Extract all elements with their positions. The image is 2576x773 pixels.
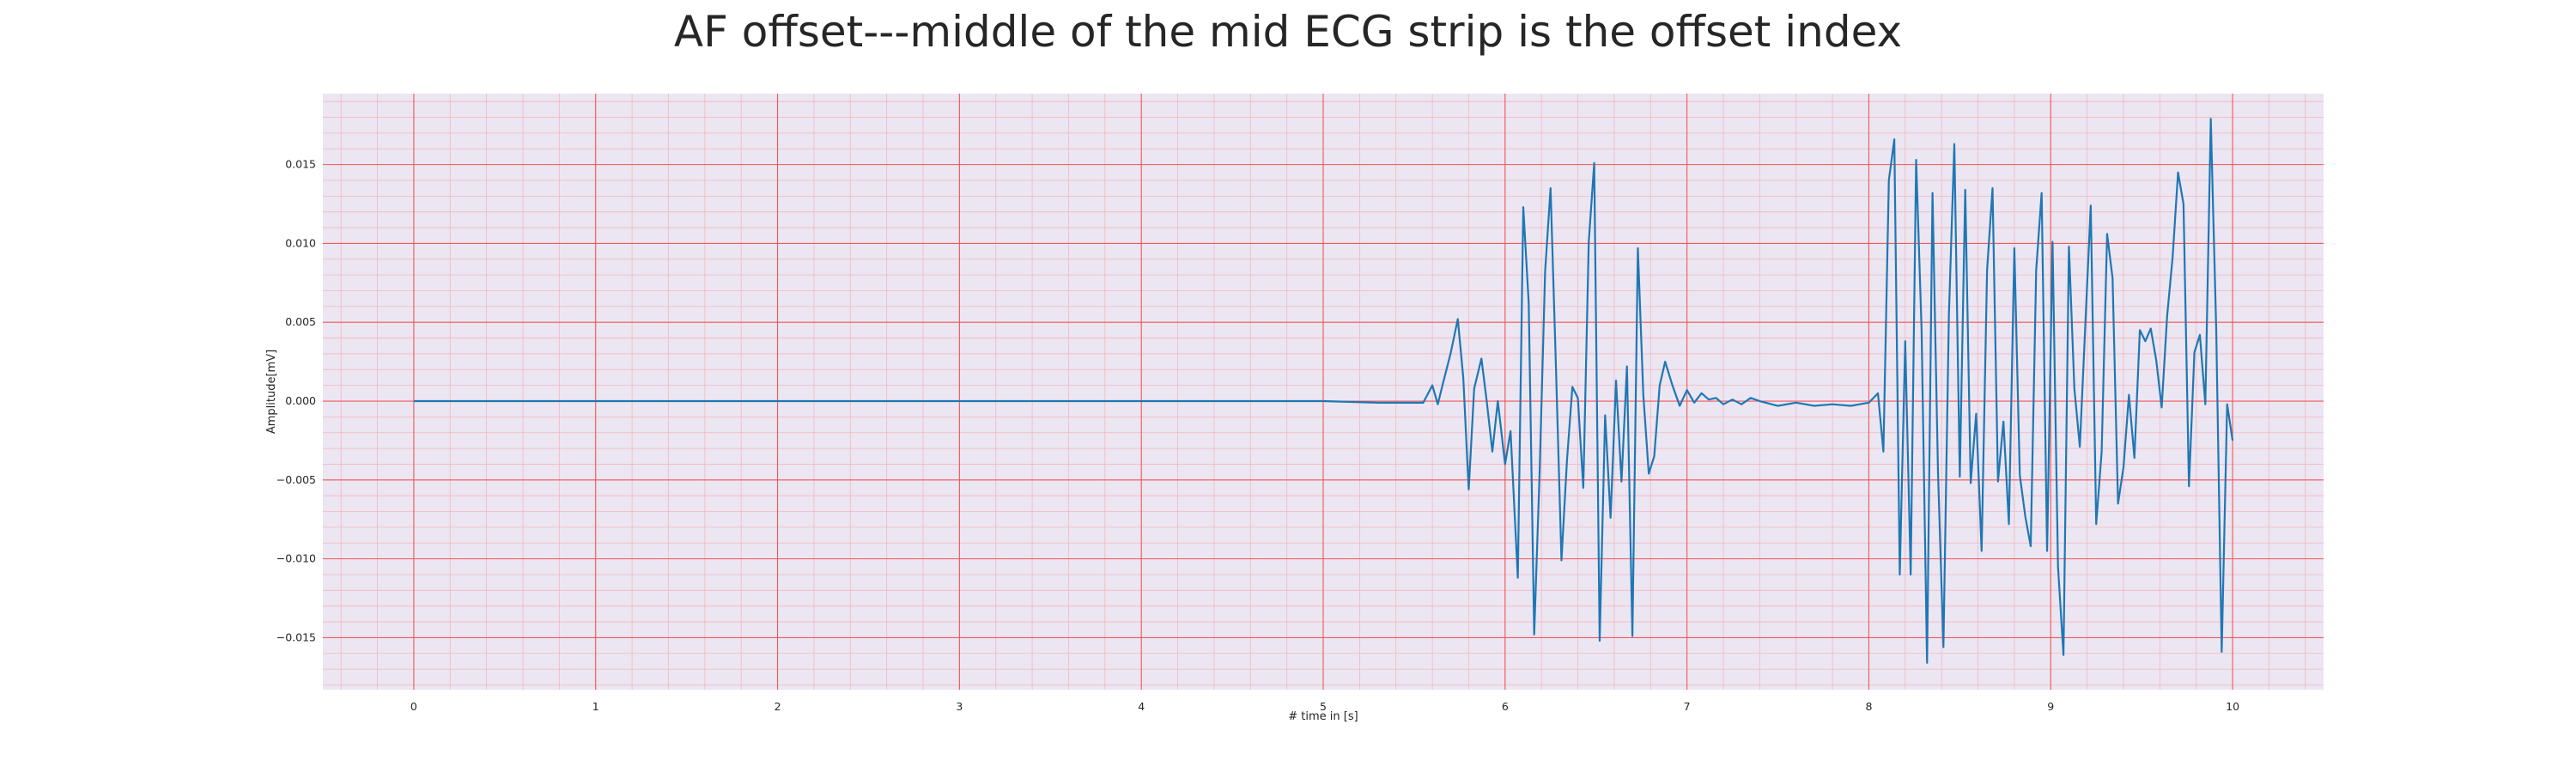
- x-tick-label: 6: [1502, 700, 1509, 713]
- x-tick-label: 9: [2047, 700, 2054, 713]
- x-tick-label: 1: [592, 700, 599, 713]
- y-axis-label: Amplitude[mV]: [265, 350, 278, 434]
- chart-title: AF offset---middle of the mid ECG strip …: [673, 7, 1903, 57]
- y-tick-labels: −0.015 −0.010 −0.005 0.000 0.005 0.010 0.015: [276, 158, 316, 644]
- y-tick-label: 0.015: [285, 158, 316, 171]
- x-tick-label: 10: [2226, 700, 2239, 713]
- x-tick-label: 5: [1320, 700, 1327, 713]
- y-tick-label: 0.000: [285, 394, 316, 407]
- x-axis-label: # time in [s]: [1288, 710, 1358, 723]
- y-tick-label: 0.010: [285, 236, 316, 249]
- x-tick-label: 3: [956, 700, 963, 713]
- series-layer: [413, 118, 2234, 664]
- x-tick-label: 4: [1138, 700, 1145, 713]
- x-tick-labels: 0 1 2 3 4 5 6 7 8 9 10: [410, 700, 2239, 713]
- y-tick-label: −0.015: [276, 630, 316, 643]
- x-tick-label: 0: [410, 700, 417, 713]
- y-tick-label: 0.005: [285, 315, 316, 328]
- x-tick-label: 7: [1684, 700, 1691, 713]
- y-tick-label: −0.005: [276, 473, 316, 486]
- ecg-signal-line: [413, 118, 2234, 664]
- x-tick-label: 2: [775, 700, 781, 713]
- y-tick-label: −0.010: [276, 552, 316, 565]
- x-tick-label: 8: [1865, 700, 1872, 713]
